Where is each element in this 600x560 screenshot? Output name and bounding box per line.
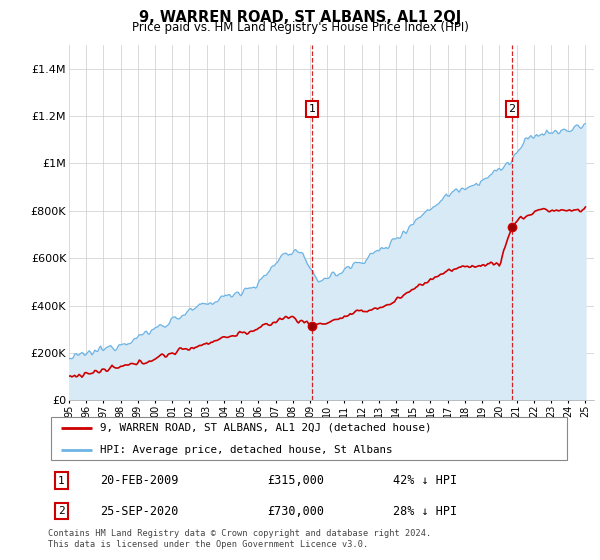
Text: 28% ↓ HPI: 28% ↓ HPI: [392, 505, 457, 517]
Text: 2: 2: [508, 104, 515, 114]
Text: 20-FEB-2009: 20-FEB-2009: [100, 474, 179, 487]
Text: Contains HM Land Registry data © Crown copyright and database right 2024.
This d: Contains HM Land Registry data © Crown c…: [48, 529, 431, 549]
Text: 9, WARREN ROAD, ST ALBANS, AL1 2QJ (detached house): 9, WARREN ROAD, ST ALBANS, AL1 2QJ (deta…: [100, 423, 432, 433]
Text: 2: 2: [58, 506, 64, 516]
Text: HPI: Average price, detached house, St Albans: HPI: Average price, detached house, St A…: [100, 445, 392, 455]
Text: 1: 1: [58, 475, 64, 486]
Text: Price paid vs. HM Land Registry's House Price Index (HPI): Price paid vs. HM Land Registry's House …: [131, 21, 469, 34]
Text: £730,000: £730,000: [267, 505, 324, 517]
Text: 42% ↓ HPI: 42% ↓ HPI: [392, 474, 457, 487]
Text: 25-SEP-2020: 25-SEP-2020: [100, 505, 179, 517]
Text: 9, WARREN ROAD, ST ALBANS, AL1 2QJ: 9, WARREN ROAD, ST ALBANS, AL1 2QJ: [139, 10, 461, 25]
Text: £315,000: £315,000: [267, 474, 324, 487]
FancyBboxPatch shape: [50, 417, 568, 460]
Text: 1: 1: [309, 104, 316, 114]
